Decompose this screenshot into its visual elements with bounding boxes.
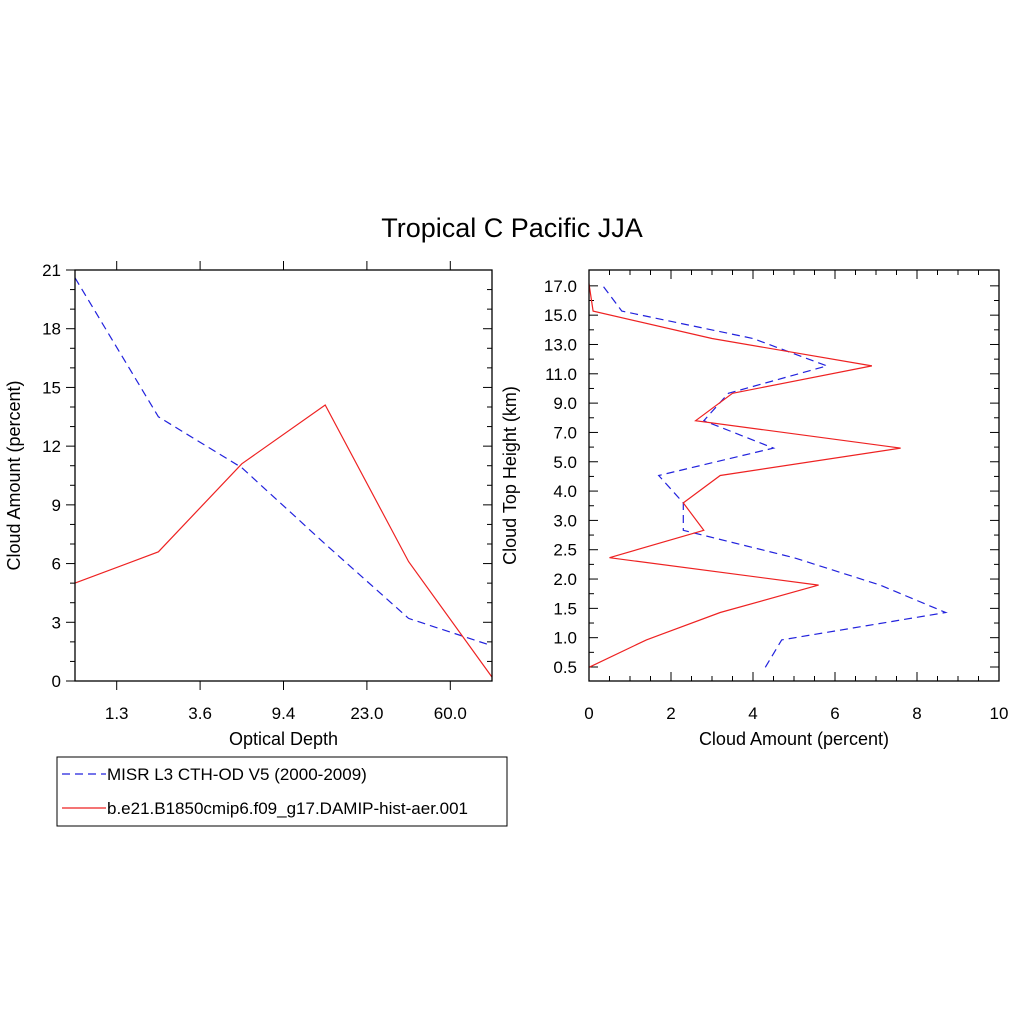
y-tick-label: 17.0 xyxy=(544,277,577,296)
x-axis-label: Optical Depth xyxy=(229,729,338,749)
plot-frame xyxy=(589,270,999,681)
plot-frame xyxy=(75,270,492,681)
series-model-line xyxy=(75,405,492,677)
y-tick-label: 3 xyxy=(52,613,61,632)
y-tick-label: 0 xyxy=(52,672,61,691)
y-tick-label: 13.0 xyxy=(544,335,577,354)
x-tick-label: 3.6 xyxy=(188,704,212,723)
x-tick-label: 10 xyxy=(990,704,1009,723)
y-tick-label: 11.0 xyxy=(545,365,577,384)
cloud-top-height-panel: 0 2 4 6 8 10 0.5 1.0 1.5 2.0 2.5 3.0 4.0 5.0 7.0 9.0 11.… xyxy=(500,270,1008,749)
x-axis-label: Cloud Amount (percent) xyxy=(699,729,889,749)
x-tick-label: 9.4 xyxy=(272,704,296,723)
y-tick-label: 21 xyxy=(42,261,61,280)
legend-label: MISR L3 CTH-OD V5 (2000-2009) xyxy=(107,765,367,784)
y-tick-label: 2.0 xyxy=(553,570,577,589)
y-tick-label: 15.0 xyxy=(544,306,577,325)
y-tick-label: 6 xyxy=(52,555,61,574)
x-tick-label: 8 xyxy=(912,704,921,723)
y-tick-label: 3.0 xyxy=(553,511,577,530)
y-tick-label: 1.5 xyxy=(553,599,577,618)
y-tick-label: 4.0 xyxy=(553,482,577,501)
y-tick-label: 5.0 xyxy=(553,453,577,472)
x-tick-label: 2 xyxy=(666,704,675,723)
legend: MISR L3 CTH-OD V5 (2000-2009) b.e21.B1850… xyxy=(57,757,507,826)
series-misr-profile xyxy=(601,284,945,668)
y-tick-label: 0.5 xyxy=(553,658,577,677)
y-tick-label: 12 xyxy=(42,437,61,456)
y-tick-label: 1.0 xyxy=(553,629,577,648)
y-tick-label: 9.0 xyxy=(553,394,577,413)
y-axis-label: Cloud Top Height (km) xyxy=(500,386,520,565)
x-tick-label: 6 xyxy=(830,704,839,723)
x-tick-label: 60.0 xyxy=(434,704,467,723)
y-axis-label: Cloud Amount (percent) xyxy=(4,380,24,570)
y-tick-label: 9 xyxy=(52,496,61,515)
x-tick-label: 23.0 xyxy=(350,704,383,723)
y-tick-label: 2.5 xyxy=(553,541,577,560)
chart-title: Tropical C Pacific JJA xyxy=(381,213,643,243)
series-model-profile xyxy=(589,284,901,668)
y-tick-label: 18 xyxy=(42,320,61,339)
y-tick-label: 7.0 xyxy=(553,423,577,442)
x-tick-label: 1.3 xyxy=(105,704,129,723)
x-tick-label: 0 xyxy=(584,704,593,723)
optical-depth-panel: 0 3 6 9 12 15 18 21 1.3 3.6 9.4 23.0 60.0 Optical Dep… xyxy=(4,261,492,749)
y-tick-label: 15 xyxy=(42,378,61,397)
legend-label: b.e21.B1850cmip6.f09_g17.DAMIP-hist-aer.… xyxy=(107,799,468,818)
x-tick-label: 4 xyxy=(748,704,757,723)
